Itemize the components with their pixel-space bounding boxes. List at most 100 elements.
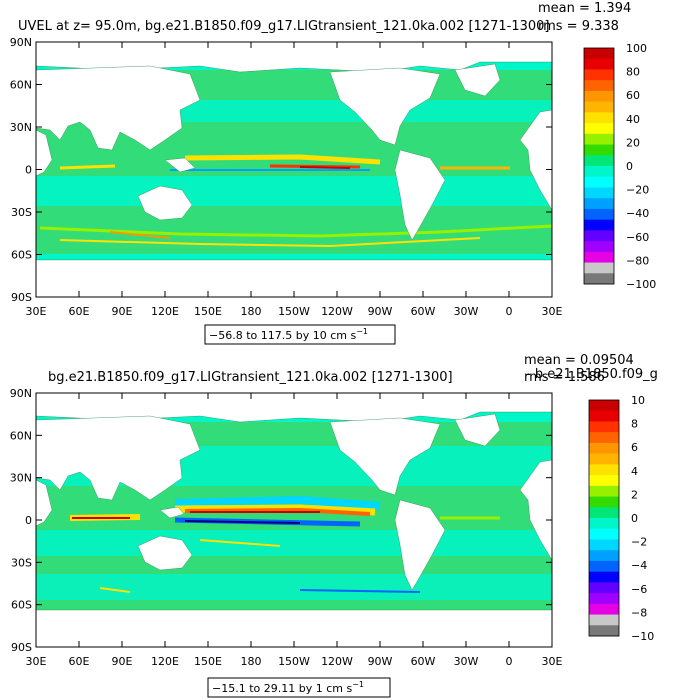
panel-a-land-south-america — [394, 149, 446, 241]
panel-a-colorbar-swatch — [584, 48, 614, 60]
panel-b-land-antarctica — [36, 609, 552, 647]
panel-b-colorbar-swatch — [589, 603, 619, 616]
panel-b-colorbar-swatch — [589, 496, 619, 508]
panel-b-y-tick-label: 30N — [10, 472, 32, 485]
panel-b: bg.e21.B1850.f09_g17.LIGtransient_121.0k… — [10, 353, 658, 698]
panel-a-y-tick-label: 90N — [10, 36, 32, 49]
panel-b-map — [36, 393, 552, 647]
panel-a-y-tick-label: 0 — [25, 164, 32, 177]
panel-a-colorbar-swatch — [584, 176, 614, 188]
panel-b-colorbar-label: 0 — [631, 512, 638, 525]
panel-a-colorbar-swatch — [584, 187, 614, 199]
panel-a-x-tick-label: 0 — [506, 305, 513, 318]
panel-b-land-south-america — [394, 499, 446, 591]
panel-a-colorbar-swatch — [584, 112, 614, 124]
panel-a-land-indonesia — [164, 157, 196, 173]
panel-a-colorbar-swatch — [584, 241, 614, 253]
panel-b-x-tick-label: 90E — [112, 655, 133, 668]
panel-a-x-tick-label: 60E — [69, 305, 90, 318]
panel-b-land-north-america — [329, 417, 441, 496]
panel-b-colorbar-swatch — [589, 400, 619, 412]
panel-b-land-greenland — [454, 413, 501, 447]
panel-a-colorbar-swatch — [584, 58, 614, 70]
panel-a-colorbar-label: 20 — [626, 136, 640, 149]
panel-a-colorbar-label: −60 — [626, 231, 649, 244]
panel-b-colorbar-swatch — [589, 442, 619, 455]
panel-a-x-tick-label: 30E — [26, 305, 47, 318]
panel-a-colorbar-label: 100 — [626, 42, 647, 55]
panel-a-colorbar-swatch — [584, 69, 614, 81]
panel-b-axes: 30E 60E 90E 120E 150E 180 150W 120W 90W 60W 30W 0 30… — [10, 387, 563, 668]
panel-a-colorbar-label: 0 — [626, 160, 633, 173]
panel-b-acc-yellow — [99, 587, 131, 593]
panel-a-x-tick-label: 30W — [454, 305, 479, 318]
panel-b-colorbar-swatch — [589, 518, 619, 530]
panel-b-colorbar-swatch — [589, 453, 619, 465]
panel-a-colorbar-label: −40 — [626, 207, 649, 220]
panel-b-x-tick-label: 120E — [151, 655, 179, 668]
panel-a-x-tick-label: 120W — [321, 305, 353, 318]
panel-b-colorbar-label: 8 — [631, 418, 638, 431]
panel-b-x-tick-label: 90W — [368, 655, 393, 668]
panel-b-band-south — [36, 530, 552, 556]
panel-a-y-tick-label: 90S — [11, 291, 32, 304]
panel-a-land-africa-west — [519, 109, 552, 211]
panel-b-land-africa-east — [36, 479, 53, 527]
panel-a-acc-streak-2 — [59, 237, 481, 248]
panel-a-colorbar-frame — [583, 47, 615, 285]
panel-b-rms: rms = 1.586 — [524, 370, 605, 385]
panel-b-y-tick-label: 60S — [11, 599, 32, 612]
panel-a-colorbar-swatch — [584, 219, 614, 231]
panel-b-colorbar-swatch — [589, 485, 619, 498]
panel-a-title: UVEL at z= 95.0m, bg.e21.B1850.f09_g17.L… — [18, 19, 549, 34]
panel-a: UVEL at z= 95.0m, bg.e21.B1850.f09_g17.L… — [10, 1, 656, 345]
panel-a-x-tick-label: 180 — [241, 305, 262, 318]
panel-b-south-streak — [199, 539, 281, 547]
panel-a-x-tick-label: 90E — [112, 305, 133, 318]
panel-a-colorbar-swatch — [584, 198, 614, 210]
panel-a-range-box — [204, 324, 396, 345]
panel-a-acc-streak-3 — [109, 231, 171, 239]
panel-b-x-tick-label: 60E — [69, 655, 90, 668]
panel-b-land-indonesia — [159, 506, 185, 519]
panel-a-colorbar-label: −80 — [626, 254, 649, 267]
panel-a-rms: rms = 9.338 — [538, 19, 619, 34]
panel-a-y-tick-label: 60S — [11, 249, 32, 262]
panel-b-y-tick-label: 60N — [10, 429, 32, 442]
panel-b-colorbar-swatch — [589, 593, 619, 605]
panel-a-x-tick-label: 150W — [278, 305, 310, 318]
panel-a-land-north-america — [329, 67, 441, 146]
panel-a-land-africa-east — [36, 129, 53, 177]
panel-a-colorbar-swatch — [584, 133, 614, 146]
panel-b-colorbar-label: 6 — [631, 441, 638, 454]
panel-b-colorbar-label: −10 — [631, 630, 654, 643]
panel-a-colorbar-label: 60 — [626, 89, 640, 102]
panel-a-colorbar-swatch — [584, 262, 614, 274]
panel-b-eq-navy — [184, 520, 301, 524]
panel-b-eq-cyan-north — [174, 495, 381, 510]
panel-b-colorbar: 10 8 6 4 2 0 −2 −4 −6 −8 −10 — [588, 394, 654, 643]
panel-b-colorbar-swatch — [589, 410, 619, 422]
panel-a-colorbar-swatch — [584, 230, 614, 242]
panel-b-colorbar-swatch — [589, 528, 619, 540]
panel-a-y-tick-label: 30S — [11, 206, 32, 219]
panel-a-colorbar-swatch — [584, 80, 614, 92]
panel-b-land — [36, 393, 552, 647]
panel-b-mean: mean = 0.09504 — [524, 353, 634, 368]
panel-b-x-tick-label: 150W — [278, 655, 310, 668]
panel-b-y-tick-label: 90S — [11, 641, 32, 654]
panel-a-x-tick-label: 150E — [194, 305, 222, 318]
panel-b-colorbar-label: −2 — [631, 536, 647, 549]
panel-b-x-tick-label: 30E — [542, 655, 563, 668]
panel-b-colorbar-swatch — [589, 560, 619, 573]
panel-a-indian-jet — [59, 164, 116, 170]
panel-b-y-tick-label: 0 — [25, 514, 32, 527]
panel-b-x-tick-label: 0 — [506, 655, 513, 668]
panel-a-colorbar: 100 80 60 40 20 0 −20 −40 −60 −80 −100 — [583, 42, 656, 291]
panel-b-y-tick-label: 90N — [10, 387, 32, 400]
panel-b-colorbar-label: −6 — [631, 583, 647, 596]
panel-a-map — [36, 42, 552, 297]
panel-a-land-antarctica — [36, 259, 552, 297]
panel-a-land-greenland — [454, 63, 501, 97]
